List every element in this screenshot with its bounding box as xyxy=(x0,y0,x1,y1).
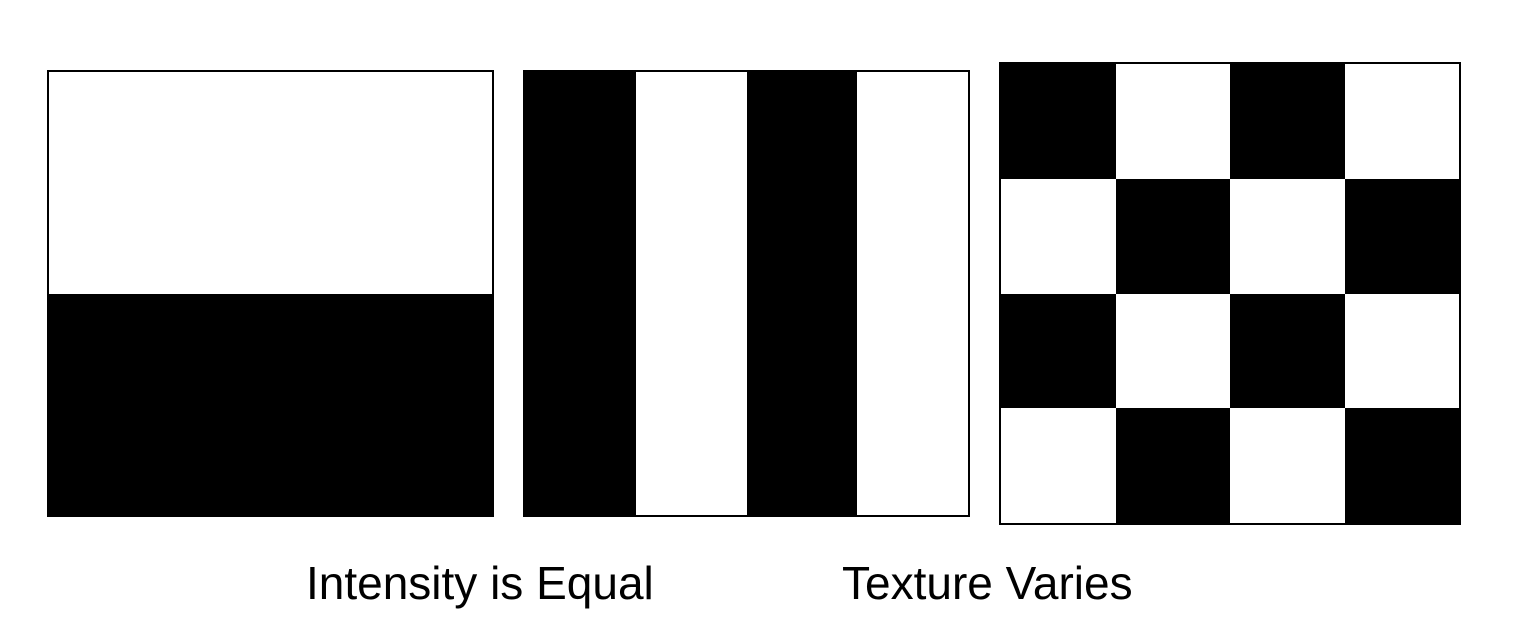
light-checker-square-r1c2 xyxy=(1115,64,1230,179)
dark-checker-square-r3c3 xyxy=(1230,293,1345,409)
dark-stripe-3 xyxy=(746,72,858,515)
dark-stripe-1 xyxy=(525,72,636,515)
dark-checker-square-r3c1 xyxy=(1001,293,1116,409)
dark-checker-square-r2c4 xyxy=(1344,178,1459,294)
checkerboard-pattern-panel xyxy=(999,62,1461,525)
vertical-stripes-pattern-panel xyxy=(523,70,970,517)
dark-bottom-half xyxy=(49,293,492,515)
half-split-pattern-panel xyxy=(47,70,494,517)
light-checker-square-r3c4 xyxy=(1344,293,1459,409)
dark-checker-square-r4c4 xyxy=(1344,408,1459,523)
light-checker-square-r3c2 xyxy=(1115,293,1230,409)
texture-caption: Texture Varies xyxy=(842,557,1133,609)
light-checker-square-r1c4 xyxy=(1344,64,1459,179)
checkerboard-grid xyxy=(1001,64,1459,523)
light-checker-square-r2c1 xyxy=(1001,178,1116,294)
stripes-container xyxy=(525,72,968,515)
light-stripe-2 xyxy=(635,72,747,515)
light-checker-square-r4c1 xyxy=(1001,408,1116,523)
light-stripe-4 xyxy=(857,72,968,515)
light-checker-square-r2c3 xyxy=(1230,178,1345,294)
intensity-caption: Intensity is Equal xyxy=(306,557,654,609)
dark-checker-square-r2c2 xyxy=(1115,178,1230,294)
light-checker-square-r4c3 xyxy=(1230,408,1345,523)
dark-checker-square-r1c1 xyxy=(1001,64,1116,179)
dark-checker-square-r1c3 xyxy=(1230,64,1345,179)
dark-checker-square-r4c2 xyxy=(1115,408,1230,523)
